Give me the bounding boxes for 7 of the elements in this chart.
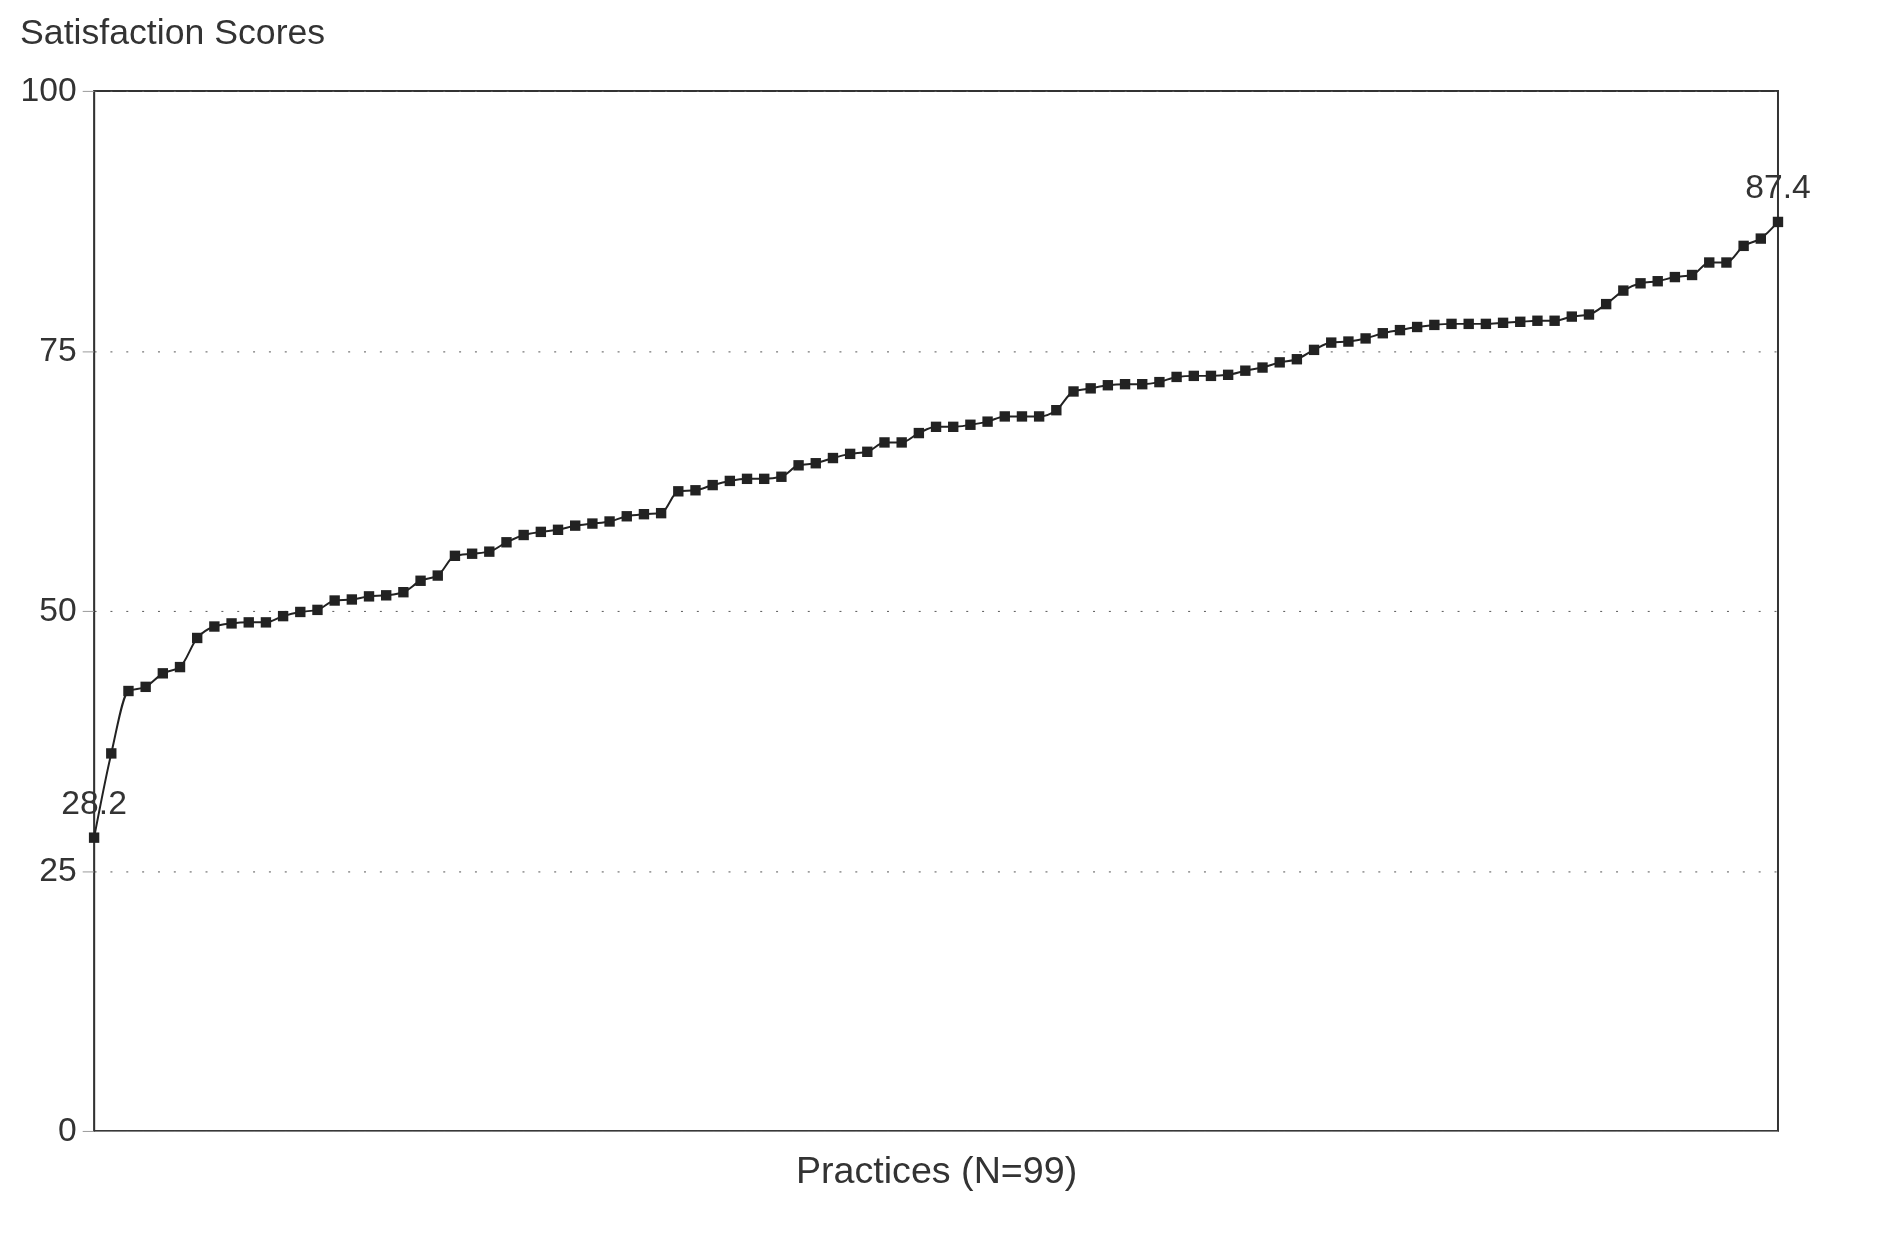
x-axis-title: Practices (N=99)	[795, 1148, 1078, 1191]
y-tick-label: 100	[20, 71, 77, 109]
y-tick-label: 0	[58, 1111, 77, 1149]
y-tick-label: 25	[39, 851, 77, 889]
chart-title: Satisfaction Scores	[20, 12, 326, 53]
y-tick-label: 50	[39, 591, 77, 629]
y-tick-label: 75	[39, 331, 77, 369]
